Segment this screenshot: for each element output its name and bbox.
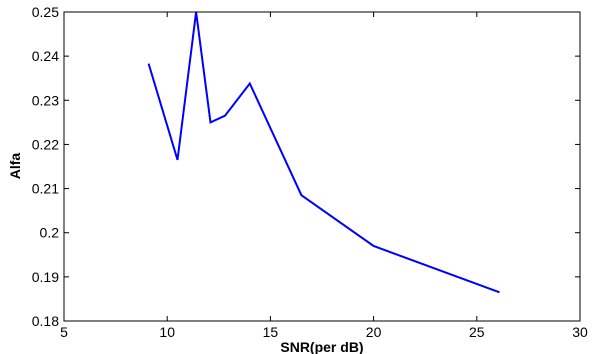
x-tick-label: 10 — [159, 324, 175, 340]
series-line — [147, 11, 500, 294]
plot-frame — [63, 11, 581, 322]
x-tick-label: 25 — [469, 324, 485, 340]
y-tick-label: 0.18 — [32, 313, 59, 329]
x-tick-label: 30 — [572, 324, 588, 340]
x-tick-label: 15 — [263, 324, 279, 340]
plot-area — [64, 12, 580, 321]
y-tick-label: 0.22 — [32, 136, 59, 152]
y-tick-label: 0.23 — [32, 92, 59, 108]
y-tick-label: 0.2 — [40, 225, 60, 241]
y-tick-label: 0.21 — [32, 181, 59, 197]
y-tick-labels: 0.18 0.19 0.2 0.21 0.22 0.23 0.24 0.25 — [32, 4, 59, 329]
x-tick-label: 20 — [366, 324, 382, 340]
x-tick-labels: 5 10 15 20 25 30 — [60, 324, 588, 340]
y-tick-label: 0.19 — [32, 269, 59, 285]
y-axis-title: Alfa — [7, 153, 23, 180]
y-tick-label: 0.25 — [32, 4, 59, 20]
x-tick-label: 5 — [60, 324, 68, 340]
x-axis-title: SNR(per dB) — [280, 339, 363, 354]
y-tick-label: 0.24 — [32, 48, 59, 64]
